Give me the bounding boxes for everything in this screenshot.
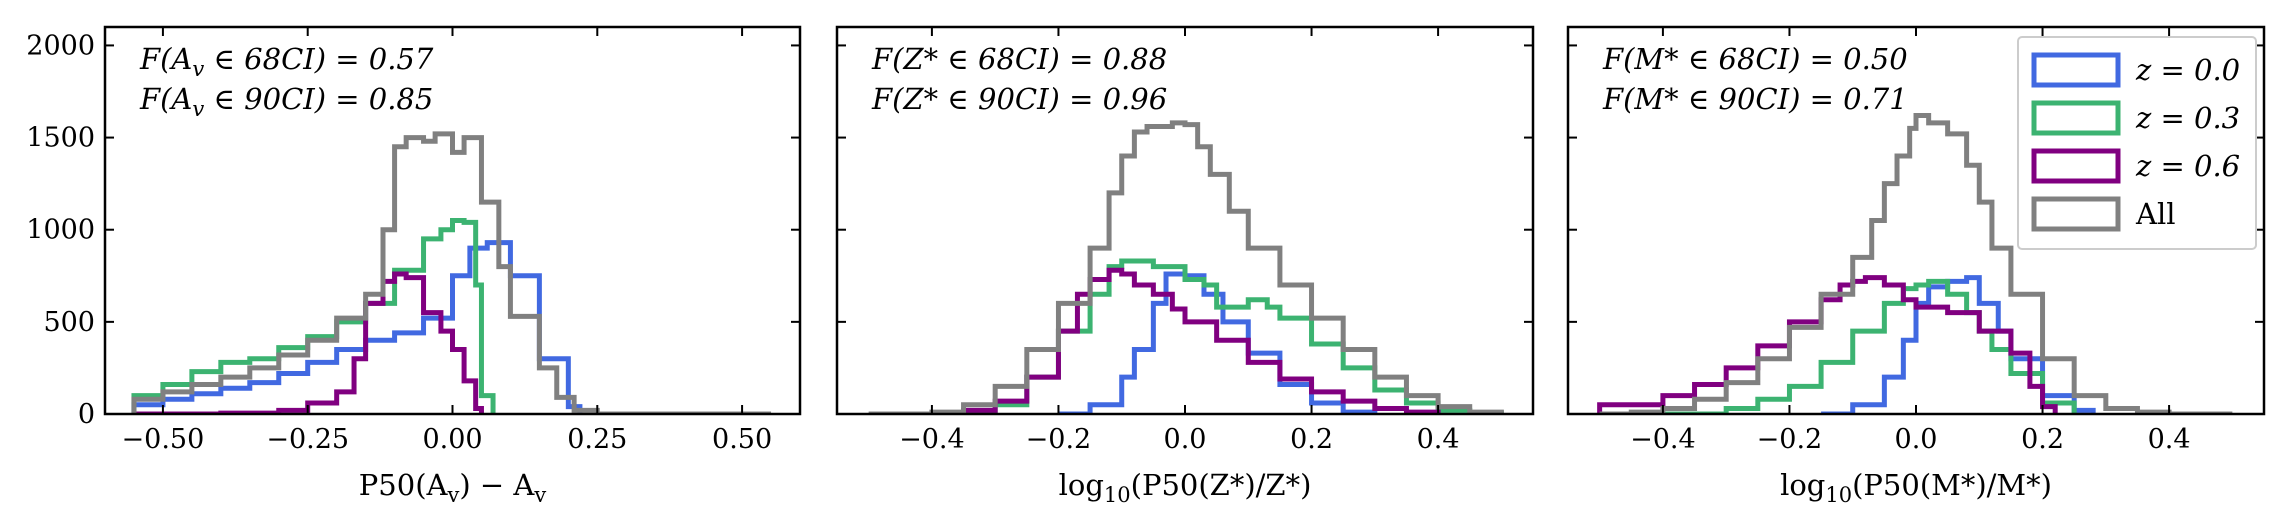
x-axis-label: log10(P50(M*)/M*) [1780,468,2052,507]
legend-label: z = 0.6 [2135,149,2240,183]
x-tick-label: −0.50 [122,424,205,455]
legend-swatch [2031,100,2121,136]
annotation-1: F(M* ∈ 90CI) = 0.71 [1602,82,1908,116]
x-tick-label: 0.00 [422,424,482,455]
panel-m: −0.4 −0.2 0.0 0.2 0.4 F(M* ∈ 68CI) = 0.50 F(M*… [1566,25,2266,507]
y-tick-label: 2000 [26,30,95,61]
x-tick-label: −0.25 [266,424,349,455]
series-z-0-3-panel-1 [963,258,1504,414]
x-tick-label: 0.0 [1164,424,1207,455]
y-tick-label: 500 [43,307,95,338]
series-all-panel-2 [1599,112,2233,414]
series-all-panel-1 [868,120,1504,414]
series-z-0-6-panel-2 [1597,275,2058,414]
y-tick-label: 0 [78,399,95,430]
legend-swatch [2031,52,2121,88]
x-tick-label: 0.2 [1290,424,1333,455]
legend-swatch [2031,148,2121,184]
series-z-0-0-panel-2 [1821,275,2096,414]
y-tick-label: 1500 [26,123,95,154]
series-z-0-6-panel-1 [919,267,1441,414]
y-tick-label: 1000 [26,215,95,246]
legend-label: z = 0.0 [2135,53,2240,87]
annotation-1: F(Av ∈ 90CI) = 0.85 [139,82,433,121]
x-tick-label: 0.25 [567,424,627,455]
series-z-0-3-panel-2 [1662,278,2077,414]
annotation-1: F(Z* ∈ 90CI) = 0.96 [871,82,1167,116]
series-all-panel-0 [131,131,772,414]
legend-label: z = 0.3 [2135,101,2240,135]
x-tick-label: −0.2 [1026,424,1092,455]
x-tick-label: 0.50 [712,424,772,455]
x-axis-label: P50(Av) − Av [359,468,547,507]
panel-z: −0.4 −0.2 0.0 0.2 0.4 F(Z* ∈ 68CI) = 0.88 F(Z*… [835,25,1535,507]
legend: z = 0.0 z = 0.3 z = 0.6 All [2017,36,2257,250]
x-tick-label: 0.4 [2148,424,2191,455]
x-tick-label: 0.2 [2021,424,2064,455]
annotation-0: F(Z* ∈ 68CI) = 0.88 [871,42,1167,76]
annotation-0: F(M* ∈ 68CI) = 0.50 [1602,42,1908,76]
x-tick-label: −0.4 [1630,424,1696,455]
legend-box [2017,36,2257,250]
annotation-0: F(Av ∈ 68CI) = 0.57 [139,42,434,81]
panel-av: −0.50 −0.25 0.00 0.25 0.50 0 500 1000 1500 2000 F(… [26,25,802,507]
legend-label: All [2135,197,2176,231]
x-tick-label: −0.4 [899,424,965,455]
series-z-0-0-panel-1 [1058,271,1378,414]
series-z-0-0-panel-0 [131,240,583,414]
x-tick-label: 0.0 [1895,424,1938,455]
x-tick-label: −0.2 [1757,424,1823,455]
x-tick-label: 0.4 [1417,424,1460,455]
x-axis-label: log10(P50(Z*)/Z*) [1059,468,1312,507]
legend-swatch [2031,196,2121,232]
